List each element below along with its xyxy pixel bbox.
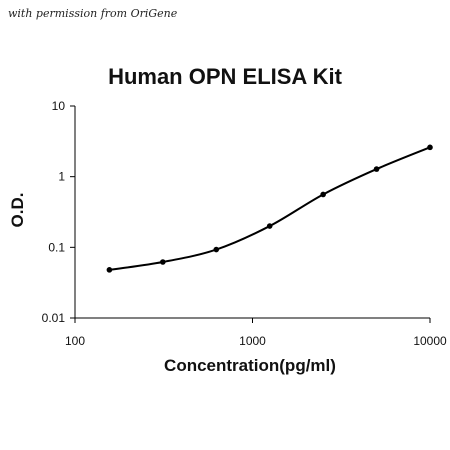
data-point	[427, 144, 433, 151]
x-tick-label: 1000	[239, 334, 266, 348]
data-point	[320, 191, 326, 198]
x-tick-label: 10000	[413, 334, 447, 348]
y-tick-label: 1	[58, 170, 65, 184]
x-axis-label: Concentration(pg/ml)	[164, 356, 336, 375]
data-point	[213, 246, 220, 253]
watermark-text: with permission from OriGene	[8, 7, 178, 20]
data-point	[266, 223, 273, 229]
data-point	[373, 166, 380, 172]
series-line	[109, 146, 431, 271]
y-tick-label: 0.01	[42, 311, 66, 325]
chart-title: Human OPN ELISA Kit	[108, 64, 342, 89]
data-point	[106, 267, 113, 273]
x-tick-label: 100	[65, 334, 85, 348]
y-tick-label: 0.1	[48, 240, 65, 254]
y-tick-label: 10	[52, 99, 66, 113]
data-point	[160, 259, 166, 265]
